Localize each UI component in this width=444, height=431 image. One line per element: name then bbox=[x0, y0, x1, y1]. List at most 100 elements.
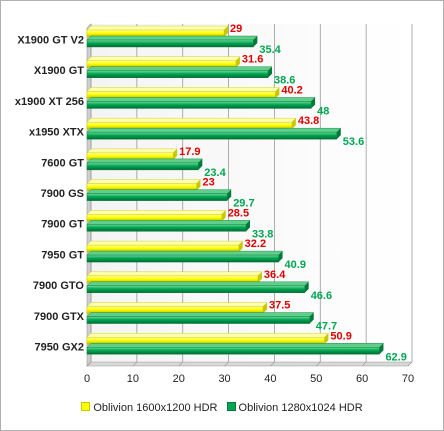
gridline-floor bbox=[132, 361, 138, 367]
bar bbox=[86, 224, 247, 232]
category-label: 7950 GX2 bbox=[34, 342, 84, 354]
category-label: 7900 GTX bbox=[34, 311, 85, 323]
bar-top bbox=[86, 220, 251, 225]
gridline-floor bbox=[361, 361, 367, 367]
bar-top bbox=[86, 250, 284, 256]
x-tick-label: 10 bbox=[127, 373, 139, 385]
data-label: 23.4 bbox=[204, 167, 226, 179]
bar-end bbox=[304, 281, 309, 293]
x-tick-label: 20 bbox=[173, 373, 185, 385]
data-label: 33.8 bbox=[252, 228, 273, 240]
bar-top bbox=[86, 158, 203, 164]
legend-label-series-1: Oblivion 1600x1200 HDR bbox=[93, 402, 218, 414]
bar-top bbox=[86, 35, 258, 41]
x-tick-label: 70 bbox=[402, 373, 414, 385]
bar-end bbox=[223, 26, 228, 37]
bar-end bbox=[257, 271, 262, 283]
data-label: 47.7 bbox=[316, 321, 337, 333]
bar-end bbox=[198, 158, 203, 170]
category-label: x1900 XT 256 bbox=[15, 96, 84, 108]
bar bbox=[86, 285, 305, 294]
gridline-floor bbox=[178, 361, 183, 367]
bar-top bbox=[86, 179, 201, 184]
x-tick-label: 60 bbox=[356, 373, 368, 385]
data-label: 46.6 bbox=[311, 290, 332, 302]
gridline-floor bbox=[270, 361, 275, 367]
legend-swatch-green bbox=[226, 402, 236, 411]
legend-item-series-1: Oblivion 1600x1200 HDR bbox=[81, 402, 217, 414]
bar bbox=[86, 101, 312, 109]
bar-top bbox=[86, 97, 316, 102]
gridline-floor bbox=[407, 361, 413, 367]
data-label: 35.4 bbox=[259, 44, 281, 56]
gridline-floor bbox=[86, 361, 92, 367]
bar-top bbox=[86, 333, 329, 338]
x-tick-labels: 0 10 20 30 40 50 60 70 bbox=[84, 373, 414, 385]
bar-end bbox=[238, 241, 243, 253]
x-tick-label: 30 bbox=[218, 373, 230, 385]
bar-top bbox=[86, 66, 273, 71]
data-label: 28.5 bbox=[228, 207, 249, 219]
data-label: 23 bbox=[202, 177, 214, 189]
bar-top bbox=[86, 117, 297, 123]
category-label: 7900 GTO bbox=[33, 280, 85, 292]
bar-end bbox=[227, 189, 232, 201]
bar-end bbox=[336, 128, 341, 140]
data-label: 40.9 bbox=[285, 259, 306, 271]
legend-swatch-yellow bbox=[81, 402, 91, 411]
data-label: 48 bbox=[317, 105, 329, 117]
data-label: 62.9 bbox=[385, 351, 406, 363]
category-label: 7900 GS bbox=[41, 188, 84, 200]
data-label: 53.6 bbox=[343, 136, 364, 148]
bar bbox=[86, 193, 228, 201]
legend: Oblivion 1600x1200 HDR Oblivion 1280x102… bbox=[0, 402, 444, 414]
category-labels: X1900 GT V2 X1900 GT x1900 XT 256 x1950 XTX… bbox=[15, 34, 85, 353]
bar-top bbox=[86, 127, 342, 133]
x-tick-label: 40 bbox=[264, 373, 276, 385]
bar-end bbox=[278, 251, 283, 263]
bar-top bbox=[86, 87, 280, 92]
bar bbox=[86, 347, 380, 355]
bar-end bbox=[262, 302, 267, 314]
bars bbox=[86, 25, 384, 355]
data-label: 36.4 bbox=[264, 269, 286, 281]
bar-end bbox=[221, 210, 226, 222]
bar-top bbox=[86, 56, 241, 61]
bar-end bbox=[196, 179, 201, 191]
data-label: 31.6 bbox=[242, 54, 263, 66]
bar-end bbox=[379, 343, 384, 355]
bar-end bbox=[245, 220, 250, 232]
gridline-floor bbox=[224, 361, 229, 367]
bar-top bbox=[86, 25, 229, 31]
bar-end bbox=[311, 97, 316, 109]
bar-end bbox=[324, 333, 329, 345]
category-label: 7900 GT bbox=[41, 219, 84, 231]
data-label: 50.9 bbox=[330, 330, 351, 342]
bar-top bbox=[86, 281, 310, 287]
data-label: 29 bbox=[230, 23, 242, 35]
legend-item-series-2: Oblivion 1280x1024 HDR bbox=[226, 402, 363, 414]
bar-top bbox=[86, 189, 232, 194]
bar-end bbox=[235, 56, 240, 68]
bar bbox=[86, 162, 199, 171]
bar-top bbox=[86, 343, 384, 348]
data-label: 40.2 bbox=[281, 84, 302, 96]
bar-top bbox=[86, 271, 263, 277]
bar-end bbox=[309, 312, 314, 324]
bar bbox=[86, 254, 279, 263]
data-label: 43.8 bbox=[298, 115, 319, 127]
bar-end bbox=[173, 148, 178, 160]
bar-end bbox=[253, 36, 258, 47]
bar-end bbox=[291, 118, 296, 130]
bar-top bbox=[86, 302, 268, 307]
category-label: 7950 GT bbox=[41, 249, 84, 261]
legend-label-series-2: Oblivion 1280x1024 HDR bbox=[238, 402, 363, 414]
data-label: 17.9 bbox=[179, 146, 200, 158]
data-label: 32.2 bbox=[245, 238, 266, 250]
category-label: X1900 GT bbox=[34, 65, 84, 77]
bar bbox=[86, 70, 269, 78]
plot-floor bbox=[86, 361, 413, 367]
bar-top bbox=[86, 210, 227, 215]
